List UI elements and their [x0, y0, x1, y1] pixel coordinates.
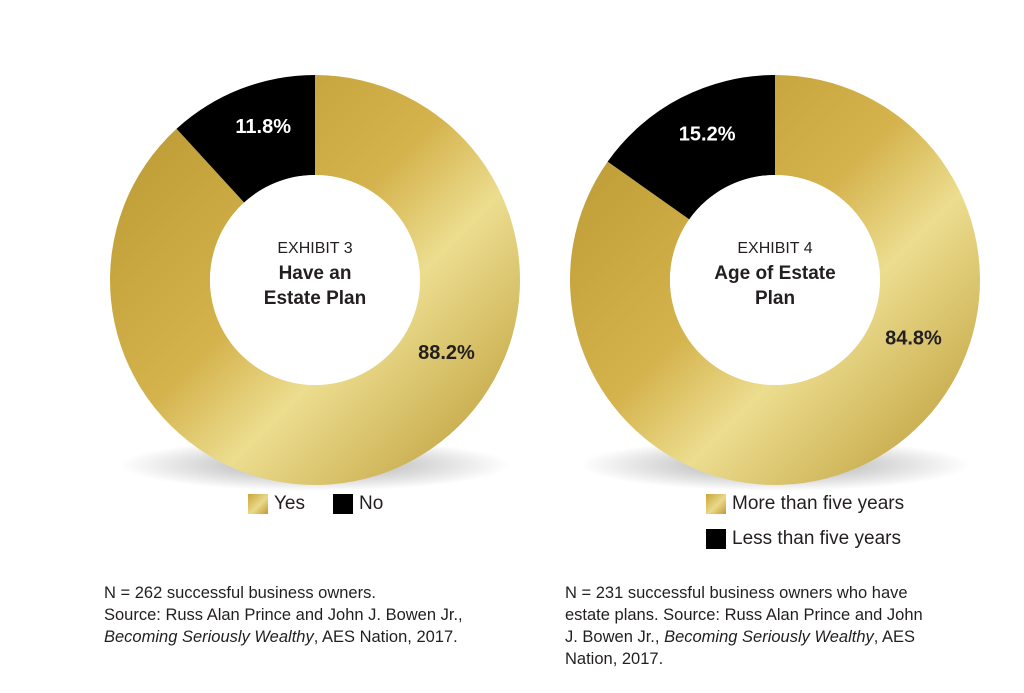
exhibit-4-donut-chart: 84.8% 15.2% EXHIBIT 4 Age of Estate Plan	[570, 75, 980, 491]
exhibit-4-book-title: Becoming Seriously Wealthy	[664, 628, 874, 646]
exhibit-4-subtitle: EXHIBIT 4	[737, 240, 812, 257]
exhibit-3-donut-hole	[210, 175, 420, 385]
exhibit-4-note-line-1: N = 231 successful business owners who h…	[565, 584, 908, 602]
exhibit-4-legend-item-1: More than five years	[706, 493, 904, 515]
exhibit-3-slices	[109, 75, 521, 485]
exhibit-4-source-note: N = 231 successful business owners who h…	[565, 582, 1005, 670]
exhibit-4-title-line-2: Plan	[755, 288, 795, 309]
exhibit-3-note-line-3-rest: , AES Nation, 2017.	[313, 628, 458, 646]
legend-label-less-than-five-years: Less than five years	[732, 528, 901, 549]
legend-label-yes: Yes	[274, 493, 305, 514]
legend-item-no: No	[333, 493, 383, 515]
exhibit-4-note-line-4: Nation, 2017.	[565, 650, 664, 668]
exhibit-3-legend: Yes No	[248, 493, 411, 515]
exhibit-4-slices	[570, 75, 980, 486]
exhibit-4-donut-hole	[670, 175, 880, 385]
exhibit-4-title-line-1: Age of Estate	[714, 263, 835, 284]
legend-item-yes: Yes	[248, 493, 305, 515]
exhibit-4-note-line-3-rest: , AES	[873, 628, 916, 646]
exhibit-3-book-title: Becoming Seriously Wealthy	[104, 628, 314, 646]
exhibit-4-legend-item-2: Less than five years	[706, 528, 901, 550]
legend-swatch-gold	[706, 494, 726, 514]
legend-label-more-than-five-years: More than five years	[732, 493, 905, 514]
exhibit-3-title-line-1: Have an	[279, 263, 352, 284]
exhibit-4-note-line-3-pre: J. Bowen Jr.,	[565, 628, 660, 646]
exhibit-3-note-line-1: N = 262 successful business owners.	[104, 584, 376, 602]
exhibit-3-source-note: N = 262 successful business owners. Sour…	[104, 582, 524, 648]
data-label-more-than-five-years: 84.8%	[885, 328, 942, 350]
slice-less-than-five-years	[607, 75, 775, 220]
exhibit-4-labels: 84.8% 15.2%	[679, 123, 942, 349]
exhibit-3-donut-chart: 88.2% 11.8% EXHIBIT 3 Have an Estate Plan	[109, 75, 521, 491]
slice-more-than-five-years	[570, 75, 980, 486]
exhibit-3-labels: 88.2% 11.8%	[235, 116, 475, 364]
exhibit-4-note-line-3: J. Bowen Jr., Becoming Seriously Wealthy…	[565, 626, 1005, 648]
exhibit-3-subtitle: EXHIBIT 3	[277, 240, 352, 257]
exhibit-3-note-line-3: Becoming Seriously Wealthy, AES Nation, …	[104, 626, 524, 648]
legend-label-no: No	[359, 493, 384, 514]
legend-swatch-black	[706, 529, 726, 549]
data-label-less-than-five-years: 15.2%	[679, 123, 736, 145]
exhibit-4-note-line-2: estate plans. Source: Russ Alan Prince a…	[565, 606, 923, 624]
data-label-no: 11.8%	[235, 116, 291, 138]
exhibit-3-title-line-2: Estate Plan	[264, 288, 366, 309]
data-label-yes: 88.2%	[418, 342, 475, 364]
slice-yes	[109, 75, 521, 485]
slice-no	[176, 75, 315, 203]
legend-swatch-gold	[248, 494, 268, 514]
legend-swatch-black	[333, 494, 353, 514]
exhibit-3-note-line-2: Source: Russ Alan Prince and John J. Bow…	[104, 606, 463, 624]
